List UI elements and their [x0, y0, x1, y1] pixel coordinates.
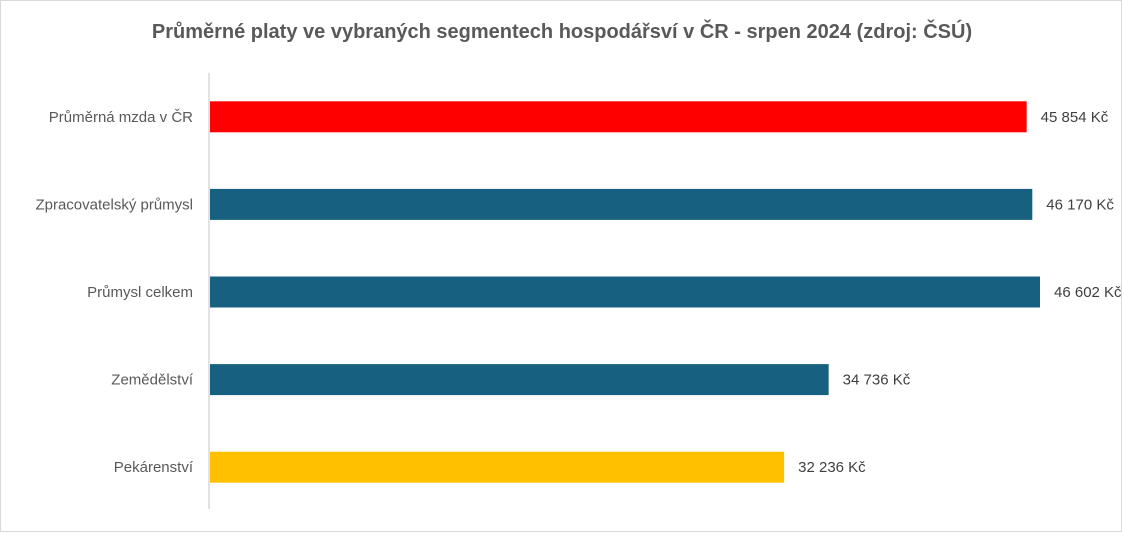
data-label: 46 602 Kč [1054, 284, 1122, 301]
data-label: 32 236 Kč [798, 459, 866, 476]
category-label: Pekárenství [114, 459, 194, 476]
category-label: Zemědělství [111, 372, 194, 389]
bar [210, 451, 785, 483]
category-label: Zpracovatelský průmysl [35, 196, 193, 213]
category-label: Průmysl celkem [87, 284, 193, 301]
data-label: 34 736 Kč [843, 372, 911, 389]
bar [210, 276, 1040, 308]
data-label: 46 170 Kč [1046, 196, 1114, 213]
chart-title: Průměrné platy ve vybraných segmentech h… [151, 21, 973, 43]
data-label: 45 854 Kč [1041, 109, 1109, 126]
category-label: Průměrná mzda v ČR [49, 109, 193, 126]
bar [210, 364, 829, 396]
bar [210, 188, 1033, 220]
bar [210, 101, 1027, 133]
